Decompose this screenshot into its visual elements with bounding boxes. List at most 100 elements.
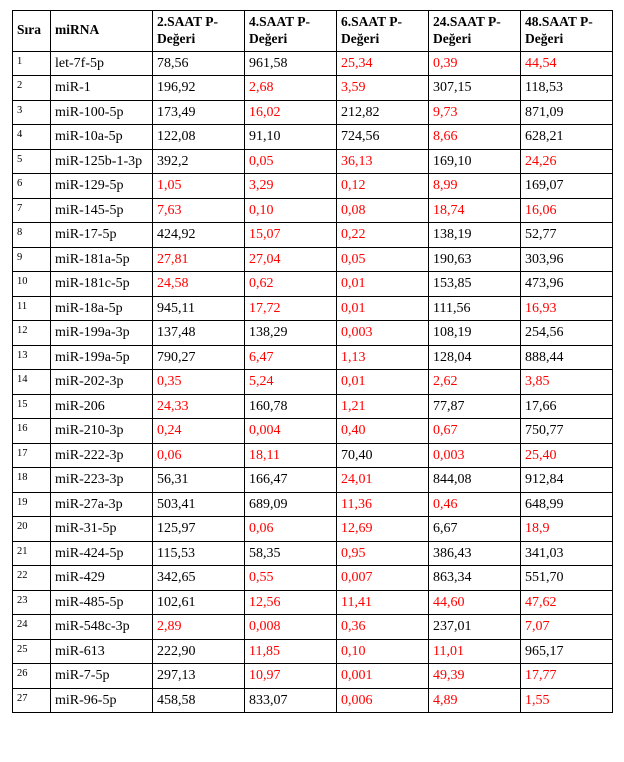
cell-sira: 15 [13,394,51,419]
table-row: 21miR-424-5p115,5358,350,95386,43341,03 [13,541,613,566]
cell-value: 17,72 [245,296,337,321]
cell-mirna: miR-613 [51,639,153,664]
cell-sira: 13 [13,345,51,370]
cell-mirna: miR-96-5p [51,688,153,713]
cell-value: 945,11 [153,296,245,321]
table-row: 6miR-129-5p1,053,290,128,99169,07 [13,174,613,199]
cell-value: 689,09 [245,492,337,517]
table-row: 23miR-485-5p102,6112,5611,4144,6047,62 [13,590,613,615]
table-row: 7miR-145-5p7,630,100,0818,7416,06 [13,198,613,223]
cell-mirna: miR-199a-5p [51,345,153,370]
cell-value: 3,29 [245,174,337,199]
cell-value: 190,63 [429,247,521,272]
cell-value: 0,36 [337,615,429,640]
table-header-row: Sıra miRNA 2.SAAT P-Değeri 4.SAAT P-Değe… [13,11,613,52]
cell-value: 0,39 [429,51,521,76]
cell-value: 11,85 [245,639,337,664]
cell-value: 15,07 [245,223,337,248]
cell-value: 24,26 [521,149,613,174]
cell-value: 790,27 [153,345,245,370]
cell-value: 551,70 [521,566,613,591]
cell-value: 47,62 [521,590,613,615]
cell-value: 648,99 [521,492,613,517]
cell-value: 1,21 [337,394,429,419]
cell-value: 0,62 [245,272,337,297]
table-row: 18miR-223-3p56,31166,4724,01844,08912,84 [13,468,613,493]
cell-value: 254,56 [521,321,613,346]
cell-mirna: miR-1 [51,76,153,101]
cell-value: 392,2 [153,149,245,174]
cell-value: 160,78 [245,394,337,419]
cell-value: 91,10 [245,125,337,150]
cell-value: 6,47 [245,345,337,370]
cell-sira: 6 [13,174,51,199]
cell-value: 24,58 [153,272,245,297]
cell-sira: 21 [13,541,51,566]
cell-value: 138,19 [429,223,521,248]
table-row: 19miR-27a-3p503,41689,0911,360,46648,99 [13,492,613,517]
cell-value: 16,93 [521,296,613,321]
cell-value: 424,92 [153,223,245,248]
cell-sira: 5 [13,149,51,174]
cell-value: 173,49 [153,100,245,125]
cell-value: 24,33 [153,394,245,419]
cell-value: 0,007 [337,566,429,591]
cell-value: 7,63 [153,198,245,223]
col-header-6saat: 6.SAAT P-Değeri [337,11,429,52]
cell-sira: 16 [13,419,51,444]
table-row: 4miR-10a-5p122,0891,10724,568,66628,21 [13,125,613,150]
cell-value: 307,15 [429,76,521,101]
table-row: 24miR-548c-3p2,890,0080,36237,017,07 [13,615,613,640]
cell-sira: 20 [13,517,51,542]
cell-sira: 26 [13,664,51,689]
cell-mirna: miR-206 [51,394,153,419]
cell-value: 1,05 [153,174,245,199]
cell-value: 12,69 [337,517,429,542]
cell-value: 0,67 [429,419,521,444]
cell-value: 56,31 [153,468,245,493]
cell-value: 833,07 [245,688,337,713]
cell-sira: 8 [13,223,51,248]
cell-sira: 25 [13,639,51,664]
cell-value: 16,06 [521,198,613,223]
cell-value: 0,08 [337,198,429,223]
cell-mirna: miR-181c-5p [51,272,153,297]
cell-value: 212,82 [337,100,429,125]
cell-mirna: miR-210-3p [51,419,153,444]
cell-mirna: miR-10a-5p [51,125,153,150]
cell-value: 237,01 [429,615,521,640]
cell-value: 0,01 [337,370,429,395]
cell-value: 2,89 [153,615,245,640]
cell-sira: 23 [13,590,51,615]
cell-value: 0,006 [337,688,429,713]
cell-sira: 2 [13,76,51,101]
cell-value: 125,97 [153,517,245,542]
cell-value: 4,89 [429,688,521,713]
cell-value: 108,19 [429,321,521,346]
cell-value: 11,01 [429,639,521,664]
cell-value: 122,08 [153,125,245,150]
cell-value: 1,55 [521,688,613,713]
cell-value: 750,77 [521,419,613,444]
cell-value: 303,96 [521,247,613,272]
cell-value: 153,85 [429,272,521,297]
cell-mirna: miR-424-5p [51,541,153,566]
cell-value: 0,10 [337,639,429,664]
cell-sira: 14 [13,370,51,395]
table-row: 27miR-96-5p458,58833,070,0064,891,55 [13,688,613,713]
cell-value: 166,47 [245,468,337,493]
cell-value: 888,44 [521,345,613,370]
cell-mirna: miR-222-3p [51,443,153,468]
table-row: 9miR-181a-5p27,8127,040,05190,63303,96 [13,247,613,272]
cell-value: 137,48 [153,321,245,346]
cell-value: 18,74 [429,198,521,223]
cell-value: 7,07 [521,615,613,640]
page: Sıra miRNA 2.SAAT P-Değeri 4.SAAT P-Değe… [0,0,624,725]
cell-value: 0,55 [245,566,337,591]
cell-sira: 1 [13,51,51,76]
cell-value: 0,001 [337,664,429,689]
cell-value: 9,73 [429,100,521,125]
cell-value: 77,87 [429,394,521,419]
cell-mirna: miR-7-5p [51,664,153,689]
table-row: 17miR-222-3p0,0618,1170,400,00325,40 [13,443,613,468]
